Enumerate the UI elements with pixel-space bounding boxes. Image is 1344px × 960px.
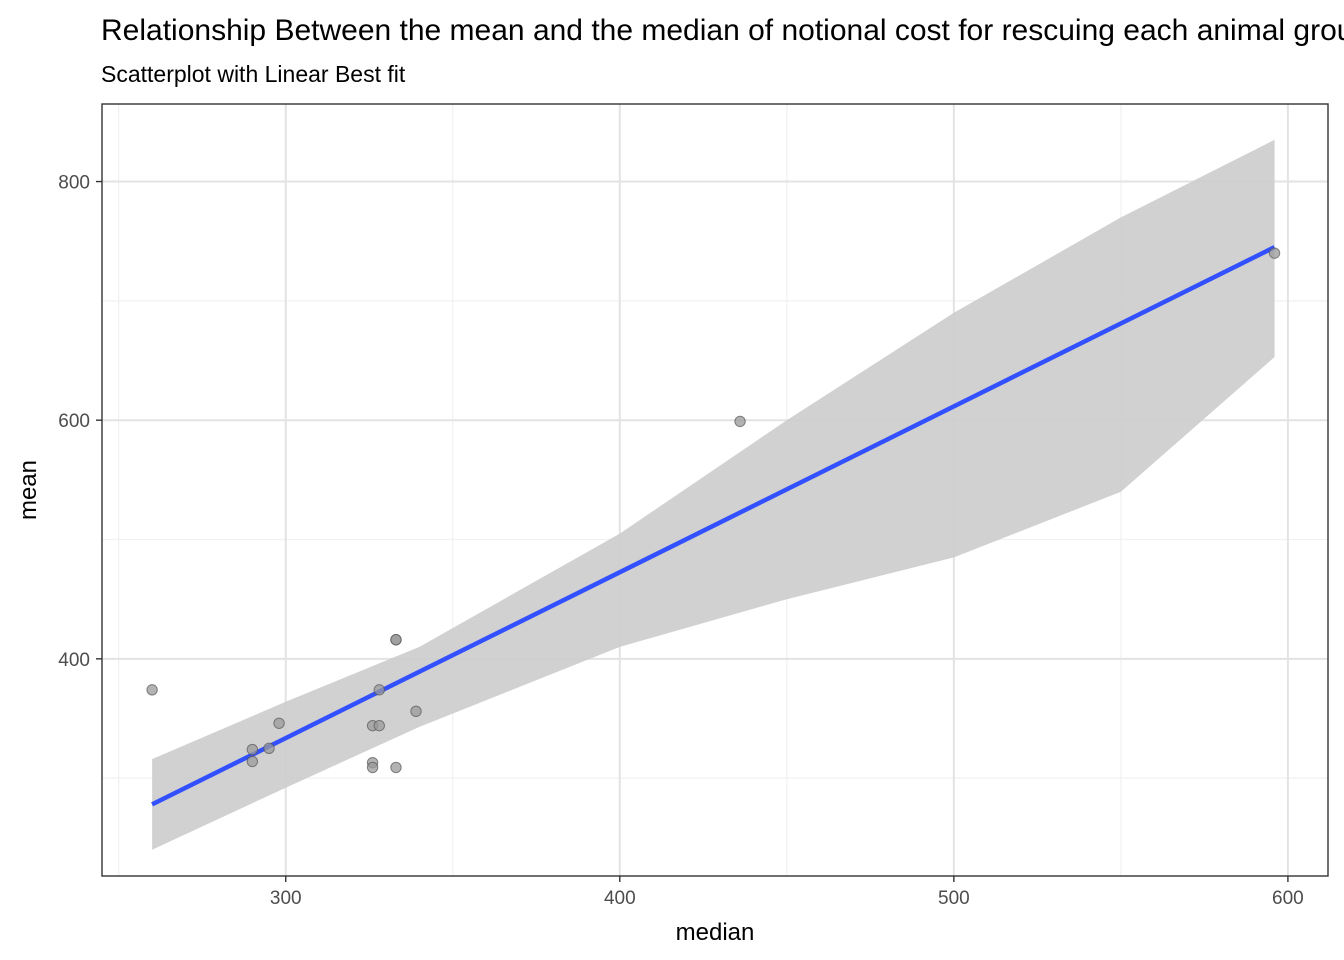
data-point	[373, 719, 385, 732]
y-tick-label: 400	[58, 650, 90, 671]
y-tick-label: 600	[58, 411, 90, 432]
data-point	[373, 684, 385, 696]
data-point	[273, 717, 285, 729]
panel-border	[101, 103, 1329, 877]
data-point	[263, 742, 275, 755]
data-point	[734, 415, 746, 428]
data-point	[390, 761, 402, 774]
plot-area: 300 400 500 600 400 600 800	[58, 103, 1329, 909]
chart-subtitle: Scatterplot with Linear Best fit	[101, 61, 406, 87]
y-tick-label: 800	[58, 173, 90, 194]
data-point	[410, 705, 422, 718]
data-point	[246, 743, 259, 756]
x-tick-label: 500	[938, 888, 970, 909]
data-point	[246, 755, 259, 768]
x-axis-label: median	[676, 919, 755, 946]
x-tick-label: 400	[604, 888, 636, 909]
data-point	[1268, 247, 1281, 259]
confidence-band	[152, 139, 1275, 850]
x-tick-label: 600	[1272, 888, 1304, 909]
best-fit-line	[151, 245, 1276, 807]
y-axis-label: mean	[15, 460, 42, 520]
x-tick-label: 300	[270, 888, 302, 909]
chart-title: Relationship Between the mean and the me…	[101, 14, 1344, 47]
data-point	[390, 634, 402, 646]
data-point	[146, 684, 158, 696]
data-point	[366, 761, 379, 774]
